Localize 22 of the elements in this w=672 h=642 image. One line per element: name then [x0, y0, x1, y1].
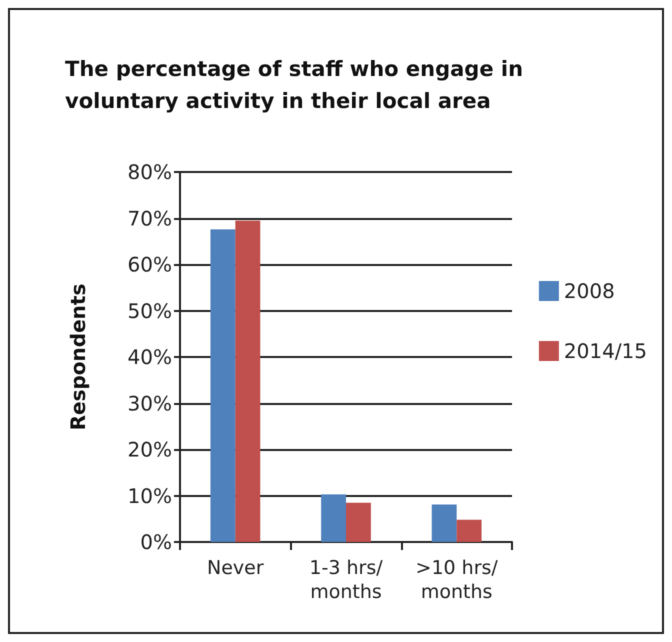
y-tick-label: 0%: [140, 530, 172, 554]
bar: [235, 220, 260, 542]
x-tick-label: Never: [207, 557, 264, 579]
y-tick-label: 50%: [128, 298, 172, 323]
y-tick-label: 60%: [128, 252, 172, 276]
y-tick-label: 40%: [128, 345, 172, 369]
bar: [432, 504, 457, 542]
x-tick-label: >10 hrs/ months: [416, 557, 498, 603]
y-tick-label: 70%: [128, 206, 172, 230]
bar: [321, 494, 346, 542]
x-tick-label: 1-3 hrs/ months: [309, 557, 384, 603]
y-tick-label: 10%: [128, 484, 172, 508]
bar: [210, 229, 236, 542]
y-tick-label: 30%: [128, 391, 172, 416]
legend-label: 2008: [564, 279, 615, 303]
bar: [346, 502, 371, 542]
chart-title: The percentage of staff who engage in voluntary activity in their local area: [65, 57, 524, 113]
legend-label: 2014/15: [564, 339, 648, 363]
y-tick-label: 80%: [128, 160, 172, 184]
y-axis-title: Respondents: [66, 284, 90, 430]
y-tick-label: 20%: [128, 438, 172, 462]
bar: [456, 520, 482, 542]
